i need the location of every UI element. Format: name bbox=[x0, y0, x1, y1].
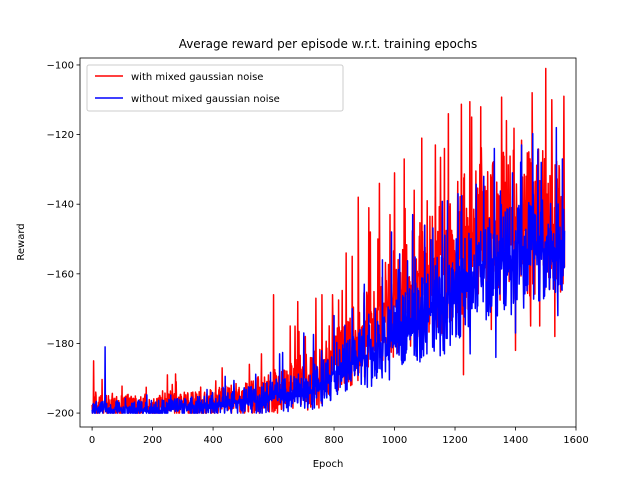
y-tick-label: −100 bbox=[47, 60, 74, 71]
x-tick-label: 1400 bbox=[503, 435, 528, 446]
y-tick-label: −160 bbox=[47, 269, 74, 280]
x-tick-label: 1600 bbox=[563, 435, 588, 446]
x-tick-label: 400 bbox=[204, 435, 223, 446]
x-tick-label: 0 bbox=[89, 435, 95, 446]
x-axis: 0 200 400 600 800 1000 1200 1400 1600 bbox=[89, 427, 589, 446]
chart-title: Average reward per episode w.r.t. traini… bbox=[179, 37, 478, 51]
x-axis-title: Epoch bbox=[313, 459, 344, 470]
x-tick-label: 200 bbox=[143, 435, 162, 446]
x-tick-label: 800 bbox=[325, 435, 344, 446]
legend: with mixed gaussian noise without mixed … bbox=[86, 64, 344, 112]
plot-frame bbox=[79, 57, 577, 428]
series-layer bbox=[91, 67, 566, 414]
y-tick-label: −200 bbox=[47, 409, 74, 420]
x-tick-label: 600 bbox=[264, 435, 283, 446]
series-line-1 bbox=[91, 126, 566, 414]
y-tick-label: −120 bbox=[47, 130, 74, 141]
legend-label-with-noise: with mixed gaussian noise bbox=[131, 72, 263, 83]
y-tick-label: −180 bbox=[47, 339, 74, 350]
legend-box bbox=[86, 64, 344, 112]
x-tick-label: 1200 bbox=[442, 435, 467, 446]
y-axis: −200 −180 −160 −140 −120 −100 bbox=[47, 60, 80, 420]
x-tick-label: 1000 bbox=[382, 435, 407, 446]
y-tick-label: −140 bbox=[47, 200, 74, 211]
y-axis-title: Reward bbox=[16, 223, 27, 260]
legend-label-without-noise: without mixed gaussian noise bbox=[131, 94, 280, 105]
